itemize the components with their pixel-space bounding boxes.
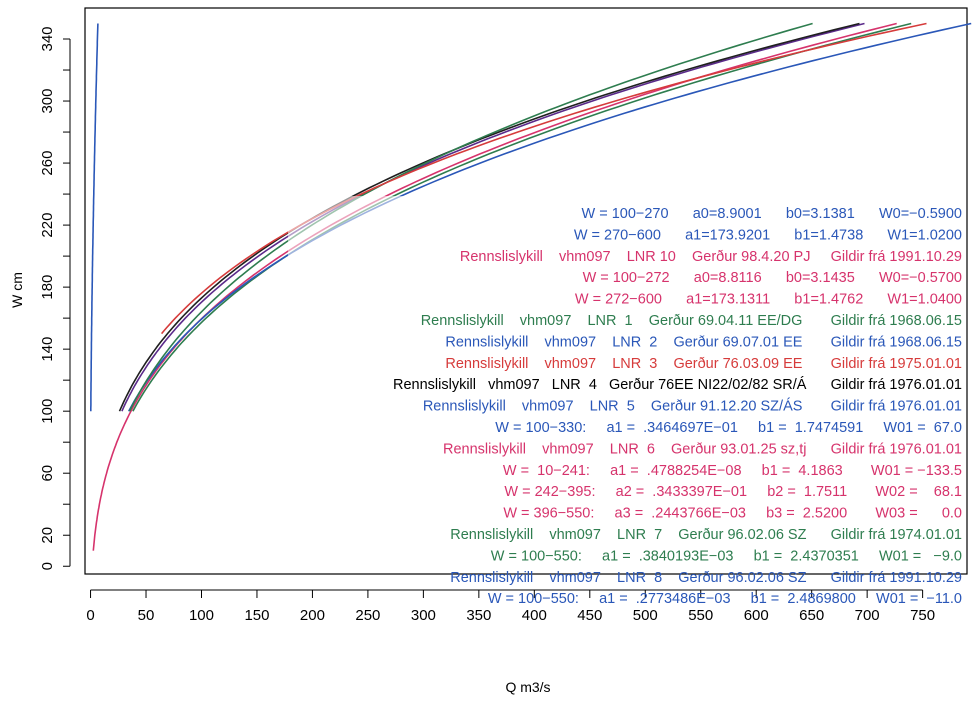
annotation-line-11: W = 100−330: a1 = .3464697E−01 b1 = 1.74… <box>495 420 962 436</box>
plot-frame <box>84 7 968 575</box>
series-line-8 <box>160 22 927 335</box>
x-tick-label: 100 <box>189 607 214 624</box>
x-tick-label: 650 <box>799 607 824 624</box>
annotation-line-8: Rennslislykill vhm097 LNR 3 Gerður 76.03… <box>445 356 962 372</box>
x-tick-label: 0 <box>86 607 94 624</box>
x-tick-label: 750 <box>910 607 935 624</box>
y-axis-title: W cm <box>9 272 25 308</box>
x-tick-label: 500 <box>633 607 658 624</box>
annotation-background <box>288 196 964 572</box>
y-tick-label: 340 <box>39 26 56 51</box>
annotation-line-6: Rennslislykill vhm097 LNR 1 Gerður 69.04… <box>421 313 962 329</box>
x-tick-label: 350 <box>466 607 491 624</box>
x-tick-label: 300 <box>411 607 436 624</box>
x-tick-label: 600 <box>744 607 769 624</box>
annotation-line-12: Rennslislykill vhm097 LNR 6 Gerður 93.01… <box>443 441 962 457</box>
x-tick-label: 400 <box>522 607 547 624</box>
annotation-line-16: Rennslislykill vhm097 LNR 7 Gerður 96.02… <box>450 527 962 543</box>
annotation-line-4: W = 100−272 a0=8.8116 b0=3.1435 W0=−0.57… <box>583 270 962 286</box>
y-tick-label: 20 <box>39 527 56 544</box>
annotation-line-1: W = 100−270 a0=8.9001 b0=3.1381 W0=−0.59… <box>581 206 962 222</box>
x-tick-label: 550 <box>688 607 713 624</box>
y-tick-label: 260 <box>39 151 56 176</box>
series-line-3 <box>92 22 897 551</box>
annotation-line-7: Rennslislykill vhm097 LNR 2 Gerður 69.07… <box>445 334 962 350</box>
y-axis: 0 20 60 100 140 180 220 260 300 340 <box>39 26 71 570</box>
series-line-2 <box>90 23 99 412</box>
y-tick-label: 220 <box>39 213 56 238</box>
y-tick-label: 0 <box>39 562 56 570</box>
x-tick-label: 150 <box>244 607 269 624</box>
x-axis: 0 50 100 150 200 250 300 350 400 450 500 550 600 650 7… <box>86 589 935 624</box>
annotation-line-17: W = 100−550: a1 = .3840193E−03 b1 = 2.43… <box>491 548 962 564</box>
annotation-line-2: W = 270−600 a1=173.9201 b1=1.4738 W1=1.0… <box>574 227 962 243</box>
annotation-line-5: W = 272−600 a1=173.1311 b1=1.4762 W1=1.0… <box>575 292 962 308</box>
annotation-line-19: W = 100−550: a1 = .2773486E−03 b1 = 2.48… <box>488 591 962 607</box>
annotation-line-15: W = 396−550: a3 = .2443766E−03 b3 = 2.52… <box>503 506 962 522</box>
y-tick-label: 100 <box>39 399 56 424</box>
annotation-line-3: Rennslislykill vhm097 LNR 10 Gerður 98.4… <box>460 249 962 265</box>
annotation-block: W = 100−270 a0=8.9001 b0=3.1381 W0=−0.59… <box>288 196 964 607</box>
x-tick-label: 700 <box>855 607 880 624</box>
x-tick-label: 250 <box>355 607 380 624</box>
y-tick-label: 300 <box>39 89 56 114</box>
y-tick-label: 180 <box>39 275 56 300</box>
annotation-line-14: W = 242−395: a2 = .3433397E−01 b2 = 1.75… <box>504 484 962 500</box>
x-tick-label: 50 <box>138 607 155 624</box>
annotation-line-10: Rennslislykill vhm097 LNR 5 Gerður 91.12… <box>423 398 962 415</box>
annotation-line-18: Rennslislykill vhm097 LNR 8 Gerður 96.02… <box>450 570 962 586</box>
x-tick-label: 450 <box>577 607 602 624</box>
annotation-line-13: W = 10−241: a1 = .4788254E−08 b1 = 4.186… <box>503 463 962 479</box>
x-tick-label: 200 <box>300 607 325 624</box>
annotation-line-9: Rennslislykill vhm097 LNR 4 Gerður 76EE … <box>393 376 962 393</box>
series-curves <box>90 22 972 551</box>
y-tick-label: 140 <box>39 337 56 362</box>
x-axis-title: Q m3/s <box>505 679 550 695</box>
y-tick-label: 60 <box>39 465 56 482</box>
